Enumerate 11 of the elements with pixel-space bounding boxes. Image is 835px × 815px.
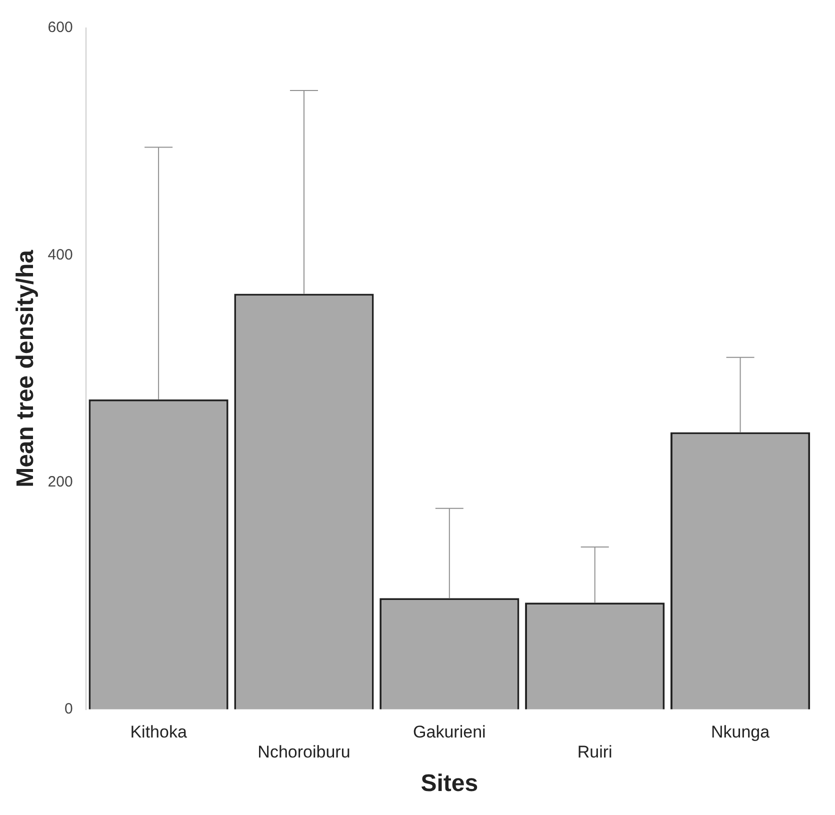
y-tick-label: 0 <box>64 700 73 718</box>
x-tick-label: Ruiri <box>577 742 612 762</box>
x-tick-label: Gakurieni <box>413 722 486 742</box>
y-axis-title: Mean tree density/ha <box>12 249 40 488</box>
y-tick-label: 400 <box>48 246 73 264</box>
y-tick-label: 600 <box>48 19 73 36</box>
x-tick-label: Nchoroiburu <box>258 742 350 762</box>
y-tick-label: 200 <box>48 473 73 490</box>
x-tick-label: Kithoka <box>130 722 188 742</box>
x-axis-title: Sites <box>420 770 478 798</box>
x-tick-label: Nkunga <box>710 722 770 742</box>
